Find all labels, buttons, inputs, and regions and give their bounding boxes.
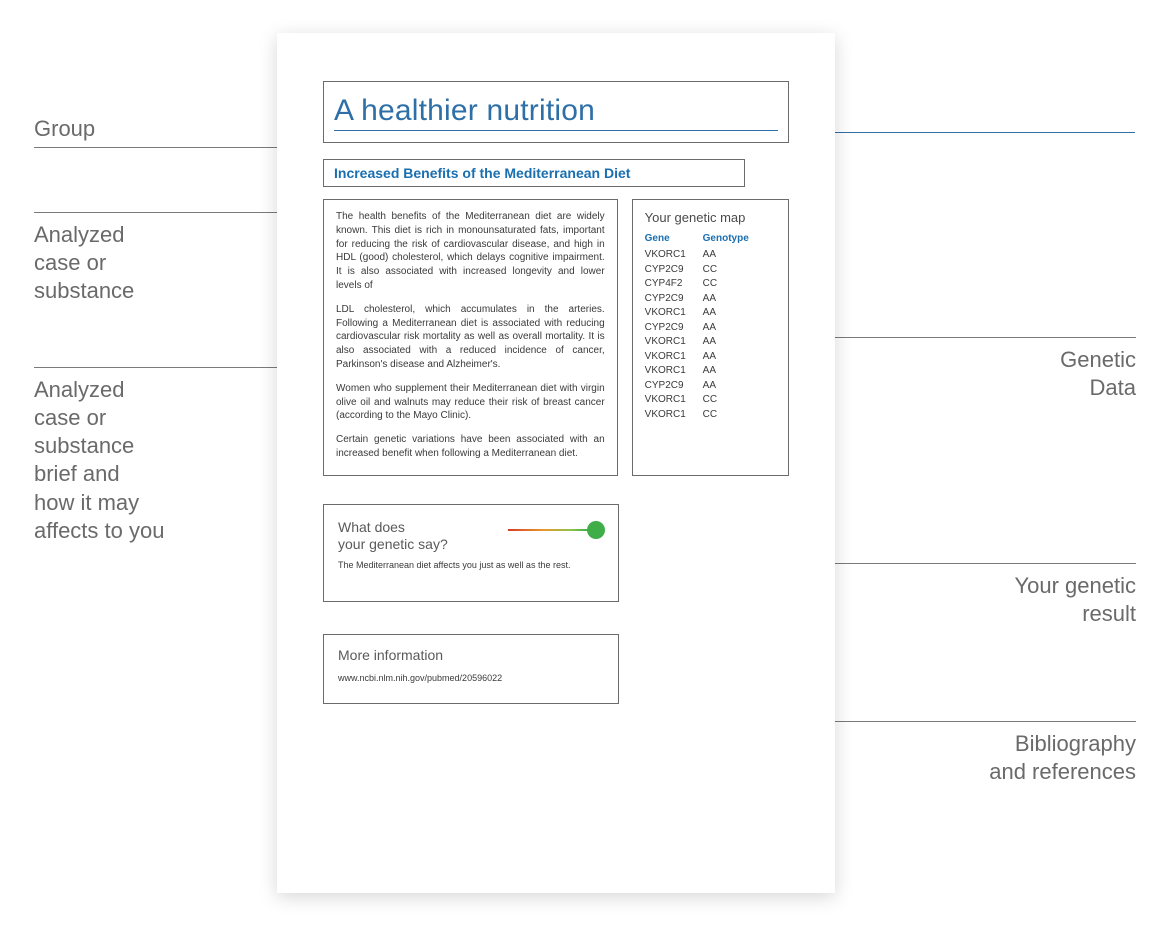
more-information-link[interactable]: www.ncbi.nlm.nih.gov/pubmed/20596022: [338, 673, 604, 683]
genetic-map-cell-gene: VKORC1: [645, 364, 703, 379]
genetic-map-cell-gene: CYP4F2: [645, 277, 703, 292]
genetic-map-row: CYP2C9AA: [645, 379, 776, 394]
genetic-map-cell-genotype: CC: [703, 277, 717, 292]
genetic-map-cell-genotype: AA: [703, 364, 716, 379]
callout-label-analyzed-brief: Analyzedcase orsubstancebrief andhow it …: [34, 376, 164, 545]
callout-label-bibliography: Bibliographyand references: [989, 730, 1136, 786]
description-paragraph: Women who supplement their Mediterranean…: [336, 382, 605, 423]
result-question-line2: your genetic say?: [338, 536, 448, 552]
genetic-map-row: VKORC1AA: [645, 350, 776, 365]
genetic-map-cell-genotype: AA: [703, 292, 716, 307]
genetic-map-header: Gene Genotype: [645, 233, 776, 244]
description-paragraph: Certain genetic variations have been ass…: [336, 433, 605, 461]
callout-label-analyzed-case: Analyzedcase orsubstance: [34, 221, 134, 305]
genetic-map-cell-gene: VKORC1: [645, 408, 703, 423]
more-information-title: More information: [338, 647, 604, 663]
genetic-map-cell-genotype: AA: [703, 306, 716, 321]
gauge-dot: [587, 521, 605, 539]
genetic-map-col-genotype: Genotype: [703, 233, 749, 244]
genetic-map-row: CYP2C9CC: [645, 263, 776, 278]
description-paragraph: LDL cholesterol, which accumulates in th…: [336, 303, 605, 372]
result-answer: The Mediterranean diet affects you just …: [338, 560, 604, 570]
genetic-map-cell-gene: VKORC1: [645, 335, 703, 350]
genetic-result-box: What does your genetic say? The Mediterr…: [323, 504, 619, 602]
genetic-map-row: CYP2C9AA: [645, 292, 776, 307]
result-question-line1: What does: [338, 519, 405, 535]
description-box: The health benefits of the Mediterranean…: [323, 199, 618, 476]
genetic-map-rows: VKORC1AACYP2C9CCCYP4F2CCCYP2C9AAVKORC1AA…: [645, 248, 776, 422]
genetic-map-cell-genotype: AA: [703, 350, 716, 365]
gauge-track: [508, 529, 588, 531]
content-row: The health benefits of the Mediterranean…: [323, 199, 789, 476]
genetic-map-cell-gene: VKORC1: [645, 306, 703, 321]
genetic-map-cell-genotype: CC: [703, 408, 717, 423]
genetic-map-title: Your genetic map: [645, 210, 776, 225]
genetic-map-cell-genotype: AA: [703, 321, 716, 336]
leader-line: [792, 337, 1136, 338]
callout-label-your-result: Your geneticresult: [1014, 572, 1136, 628]
genetic-map-cell-gene: CYP2C9: [645, 321, 703, 336]
more-information-box: More information www.ncbi.nlm.nih.gov/pu…: [323, 634, 619, 704]
genetic-map-row: VKORC1CC: [645, 393, 776, 408]
genetic-map-cell-genotype: AA: [703, 379, 716, 394]
genetic-map-cell-gene: VKORC1: [645, 393, 703, 408]
genetic-map-cell-gene: CYP2C9: [645, 292, 703, 307]
genetic-map-cell-genotype: CC: [703, 393, 717, 408]
callout-label-genetic-data: GeneticData: [1060, 346, 1136, 402]
genetic-map-row: VKORC1AA: [645, 364, 776, 379]
result-gauge: [508, 523, 604, 537]
genetic-map-row: VKORC1AA: [645, 248, 776, 263]
genetic-map-col-gene: Gene: [645, 233, 703, 244]
genetic-map-row: VKORC1AA: [645, 306, 776, 321]
subtitle-box: Increased Benefits of the Mediterranean …: [323, 159, 745, 187]
genetic-map-cell-gene: VKORC1: [645, 350, 703, 365]
genetic-map-cell-genotype: AA: [703, 335, 716, 350]
genetic-map-row: CYP4F2CC: [645, 277, 776, 292]
callout-label-group: Group: [34, 115, 95, 143]
genetic-map-cell-genotype: CC: [703, 263, 717, 278]
document-page: A healthier nutrition Increased Benefits…: [277, 33, 835, 893]
group-title-box: A healthier nutrition: [323, 81, 789, 143]
genetic-map-box: Your genetic map Gene Genotype VKORC1AAC…: [632, 199, 789, 476]
description-paragraph: The health benefits of the Mediterranean…: [336, 210, 605, 293]
genetic-map-row: VKORC1AA: [645, 335, 776, 350]
subtitle-text: Increased Benefits of the Mediterranean …: [334, 165, 630, 181]
genetic-map-cell-gene: CYP2C9: [645, 263, 703, 278]
genetic-map-row: VKORC1CC: [645, 408, 776, 423]
group-title: A healthier nutrition: [334, 94, 778, 131]
genetic-map-cell-gene: CYP2C9: [645, 379, 703, 394]
genetic-map-cell-gene: VKORC1: [645, 248, 703, 263]
genetic-map-row: CYP2C9AA: [645, 321, 776, 336]
genetic-map-cell-genotype: AA: [703, 248, 716, 263]
